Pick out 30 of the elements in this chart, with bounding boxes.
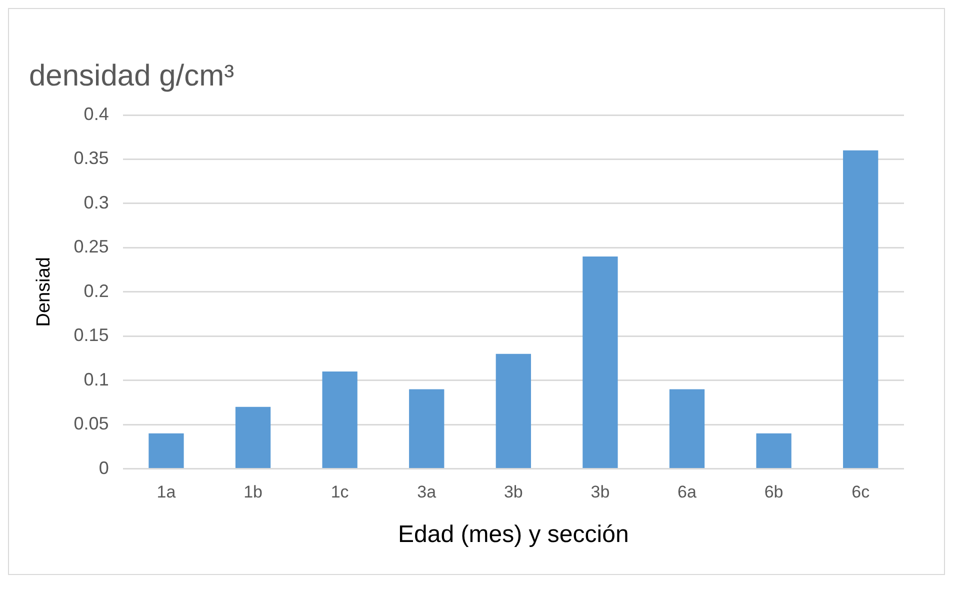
- y-tick-label: 0.15: [74, 325, 109, 346]
- y-tick-label: 0.35: [74, 148, 109, 168]
- bar: [409, 389, 444, 468]
- bar: [148, 433, 184, 468]
- x-tick-label: 1c: [330, 482, 350, 502]
- y-tick-label: 0.25: [74, 236, 109, 257]
- y-tick-label: 0.1: [84, 369, 109, 390]
- chart-title: densidad g/cm³: [29, 59, 234, 92]
- x-tick-label: 3b: [590, 482, 610, 502]
- x-tick-label: 3b: [504, 482, 523, 502]
- x-tick-label: 6b: [764, 482, 784, 502]
- bar: [669, 389, 705, 468]
- x-tick-label: 1b: [244, 482, 262, 502]
- x-tick-label: 3a: [417, 482, 437, 502]
- x-tick-label: 6a: [678, 482, 698, 502]
- x-tick-label: 6c: [852, 482, 870, 502]
- x-tick-label: 1a: [156, 482, 176, 502]
- bar: [582, 256, 618, 468]
- bar: [235, 406, 271, 468]
- y-tick-label: 0.3: [84, 192, 109, 212]
- bar: [843, 150, 878, 468]
- y-axis-title: Densiad: [34, 257, 55, 327]
- y-tick-label: 0: [98, 458, 109, 478]
- x-axis-title: Edad (mes) y sección: [398, 521, 629, 548]
- bar: [496, 354, 531, 468]
- y-tick-label: 0.05: [74, 414, 109, 434]
- y-tick-label: 0.4: [84, 104, 109, 124]
- bar: [322, 372, 358, 468]
- bar: [756, 433, 792, 468]
- y-tick-label: 0.2: [84, 280, 109, 301]
